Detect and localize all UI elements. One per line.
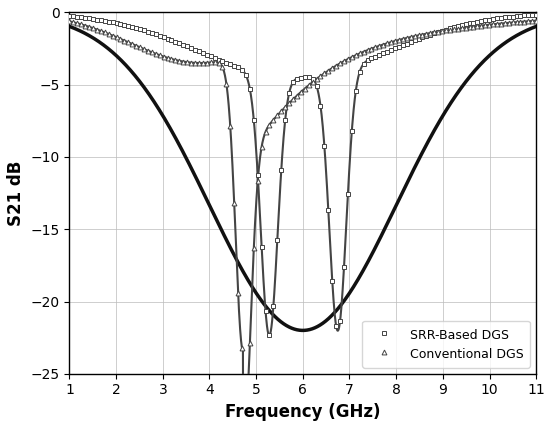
- Legend: SRR-Based DGS, Conventional DGS: SRR-Based DGS, Conventional DGS: [363, 321, 530, 368]
- Conventional DGS: [66, 19, 73, 24]
- SRR-Based DGS: [66, 14, 73, 19]
- SRR-Based DGS: [329, 278, 336, 283]
- SRR-Based DGS: [192, 47, 198, 52]
- Conventional DGS: [439, 28, 445, 33]
- Conventional DGS: [521, 19, 528, 24]
- SRR-Based DGS: [439, 28, 445, 33]
- SRR-Based DGS: [392, 46, 399, 51]
- Conventional DGS: [329, 65, 336, 71]
- Conventional DGS: [192, 60, 198, 65]
- Conventional DGS: [164, 55, 171, 60]
- SRR-Based DGS: [521, 13, 528, 18]
- Conventional DGS: [243, 425, 250, 428]
- X-axis label: Frequency (GHz): Frequency (GHz): [225, 403, 380, 421]
- SRR-Based DGS: [164, 36, 171, 41]
- Line: SRR-Based DGS: SRR-Based DGS: [67, 12, 539, 338]
- SRR-Based DGS: [533, 12, 539, 17]
- Line: Conventional DGS: Conventional DGS: [67, 18, 539, 428]
- Conventional DGS: [533, 18, 539, 23]
- Conventional DGS: [392, 39, 399, 44]
- SRR-Based DGS: [266, 333, 273, 338]
- Y-axis label: S21 dB: S21 dB: [7, 160, 25, 226]
